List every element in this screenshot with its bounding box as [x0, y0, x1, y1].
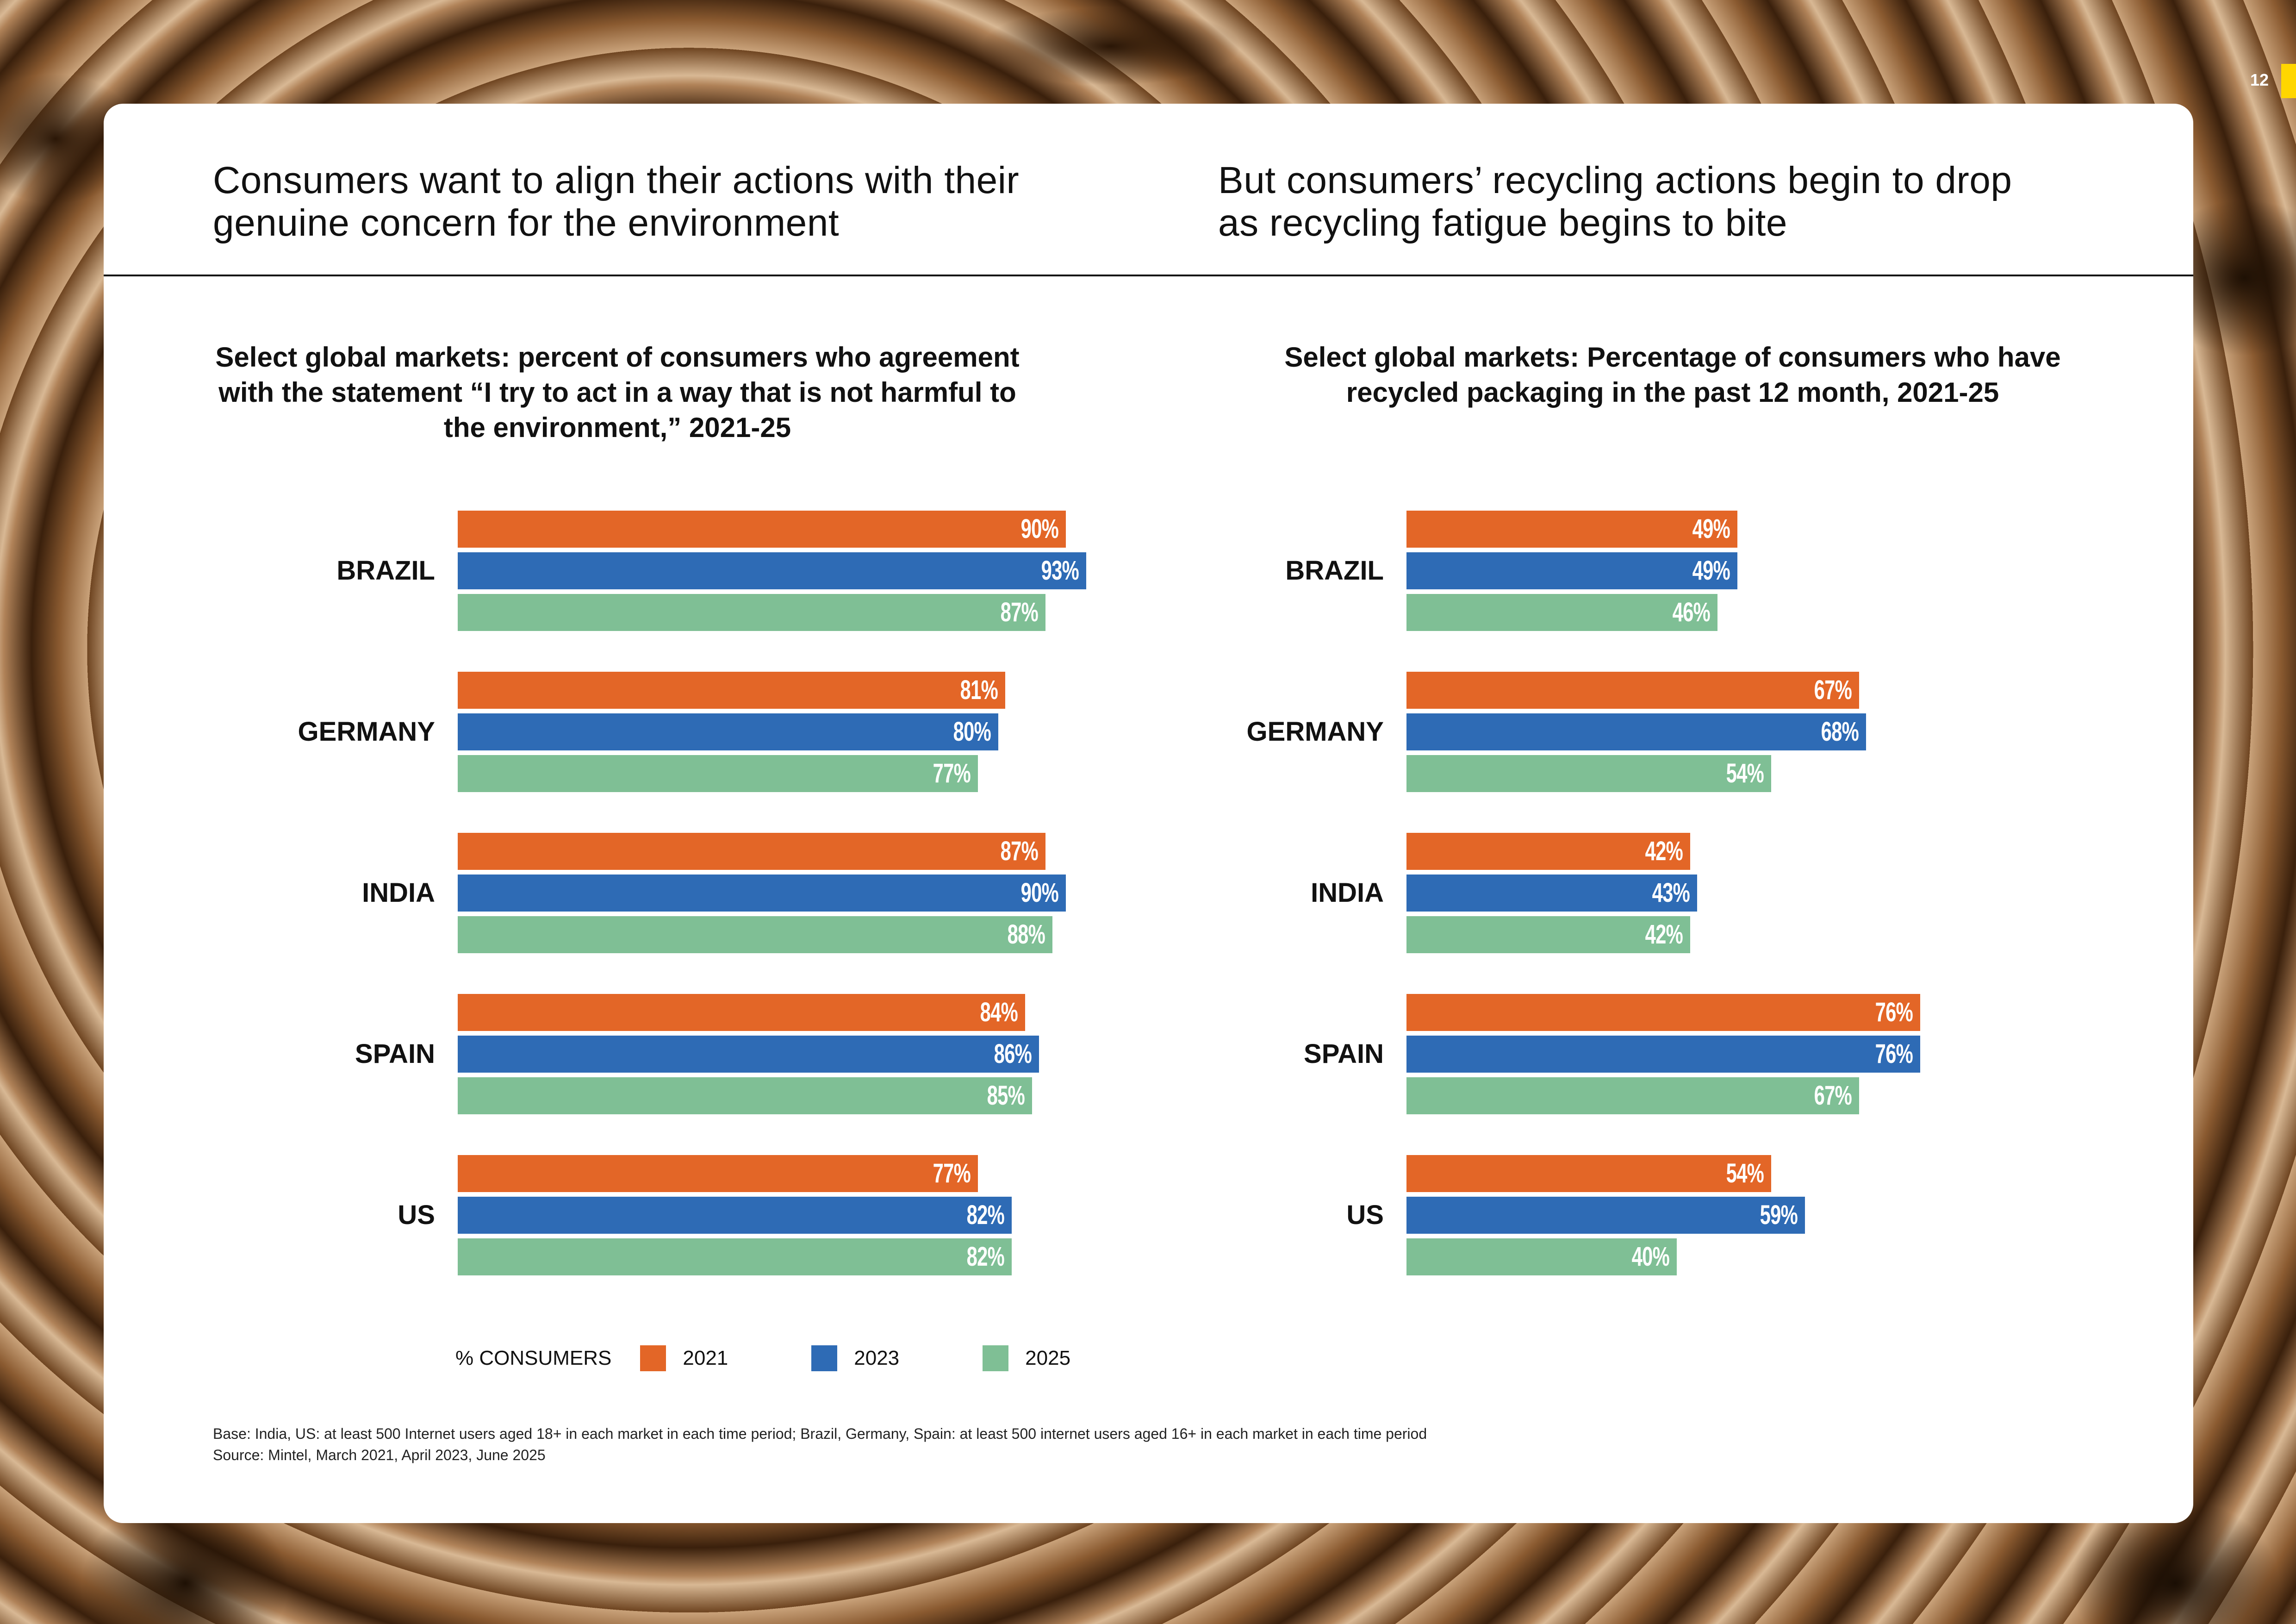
- left-bar-value-label: 88%: [1007, 919, 1045, 949]
- footnote-base: Base: India, US: at least 500 Internet u…: [213, 1425, 1427, 1442]
- right-bar-value-label: 76%: [1875, 1039, 1913, 1069]
- left-bar-india-2025: 88%: [458, 916, 1052, 953]
- left-bar-us-2025: 82%: [458, 1238, 1012, 1275]
- right-bar-us-2025: 40%: [1406, 1238, 1677, 1275]
- right-bar-us-2023: 59%: [1406, 1197, 1805, 1234]
- left-bar-spain-2025: 85%: [458, 1077, 1032, 1114]
- left-chart-title-line: the environment,” 2021-25: [443, 412, 791, 443]
- right-bar-value-label: 76%: [1875, 997, 1913, 1027]
- left-bar-value-label: 87%: [1000, 836, 1039, 866]
- left-bar-us-2021: 77%: [458, 1155, 978, 1192]
- left-headline: Consumers want to align their actions wi…: [213, 159, 1092, 244]
- right-bar-value-label: 43%: [1652, 878, 1690, 908]
- left-category-label: BRAZIL: [336, 556, 435, 586]
- legend: % CONSUMERS 2021 2023 2025: [455, 1344, 1154, 1372]
- content-card: Consumers want to align their actions wi…: [104, 104, 2193, 1523]
- right-category-label: BRAZIL: [1285, 556, 1384, 586]
- left-category-label: INDIA: [362, 878, 435, 908]
- left-bar-value-label: 80%: [953, 717, 991, 747]
- right-bar-india-2023: 43%: [1406, 874, 1697, 912]
- left-bar-spain-2023: 86%: [458, 1036, 1039, 1073]
- left-bar-value-label: 77%: [933, 758, 971, 788]
- left-bar-india-2021: 87%: [458, 833, 1046, 870]
- page-number: 12: [2250, 70, 2269, 89]
- right-chart-title-line: Select global markets: Percentage of con…: [1284, 342, 2061, 373]
- right-headline: But consumers’ recycling actions begin t…: [1218, 159, 2097, 244]
- right-chart-title-line: recycled packaging in the past 12 month,…: [1346, 377, 1999, 408]
- left-bar-value-label: 85%: [987, 1081, 1025, 1111]
- left-bar-value-label: 93%: [1041, 556, 1079, 586]
- left-category-label: US: [398, 1200, 435, 1230]
- left-chart-title: Select global markets: percent of consum…: [205, 340, 1029, 445]
- right-bar-germany-2023: 68%: [1406, 713, 1866, 750]
- right-category-label: INDIA: [1311, 878, 1384, 908]
- left-chart-title-line: Select global markets: percent of consum…: [215, 342, 1020, 373]
- left-category-label: GERMANY: [298, 717, 435, 747]
- left-bar-value-label: 90%: [1020, 514, 1059, 544]
- left-bar-value-label: 86%: [994, 1039, 1032, 1069]
- right-bar-india-2021: 42%: [1406, 833, 1691, 870]
- right-bar-value-label: 42%: [1645, 836, 1683, 866]
- left-headline-line: genuine concern for the environment: [213, 202, 840, 244]
- left-bar-germany-2023: 80%: [458, 713, 998, 750]
- right-bar-brazil-2025: 46%: [1406, 594, 1717, 631]
- left-bar-value-label: 82%: [966, 1242, 1005, 1272]
- right-bar-spain-2023: 76%: [1406, 1036, 1920, 1073]
- right-bar-value-label: 40%: [1631, 1242, 1670, 1272]
- right-bar-value-label: 59%: [1760, 1200, 1798, 1230]
- left-bar-value-label: 82%: [966, 1200, 1005, 1230]
- left-bar-value-label: 81%: [960, 675, 998, 705]
- left-bar-value-label: 90%: [1020, 878, 1059, 908]
- left-bar-germany-2021: 81%: [458, 672, 1005, 709]
- right-bar-value-label: 46%: [1672, 597, 1710, 627]
- left-bar-us-2023: 82%: [458, 1197, 1012, 1234]
- right-bar-spain-2021: 76%: [1406, 994, 1920, 1031]
- left-bar-germany-2025: 77%: [458, 755, 978, 792]
- footnote: Base: India, US: at least 500 Internet u…: [213, 1423, 1427, 1466]
- left-bar-value-label: 84%: [980, 997, 1018, 1027]
- right-bar-germany-2021: 67%: [1406, 672, 1860, 709]
- left-bar-value-label: 87%: [1000, 597, 1039, 627]
- right-bar-us-2021: 54%: [1406, 1155, 1772, 1192]
- right-bar-spain-2025: 67%: [1406, 1077, 1860, 1114]
- right-bar-india-2025: 42%: [1406, 916, 1691, 953]
- right-headline-line: But consumers’ recycling actions begin t…: [1218, 159, 2012, 201]
- right-bar-value-label: 67%: [1814, 1081, 1852, 1111]
- left-headline-line: Consumers want to align their actions wi…: [213, 159, 1020, 201]
- left-bar-india-2023: 90%: [458, 874, 1066, 912]
- right-bar-brazil-2021: 49%: [1406, 511, 1738, 548]
- header-divider: [104, 275, 2193, 276]
- legend-title: % CONSUMERS: [455, 1347, 612, 1369]
- legend-label-2025: 2025: [1025, 1347, 1071, 1369]
- left-bar-value-label: 77%: [933, 1158, 971, 1188]
- left-bar-spain-2021: 84%: [458, 994, 1026, 1031]
- legend-swatch-2021: [640, 1345, 666, 1371]
- right-bar-germany-2025: 54%: [1406, 755, 1772, 792]
- legend-label-2021: 2021: [683, 1347, 728, 1369]
- legend-label-2023: 2023: [854, 1347, 900, 1369]
- right-chart-title: Select global markets: Percentage of con…: [1242, 340, 2103, 410]
- right-bar-value-label: 68%: [1821, 717, 1859, 747]
- left-category-label: SPAIN: [355, 1039, 435, 1069]
- right-category-label: GERMANY: [1246, 717, 1384, 747]
- page-accent-tab: [2281, 64, 2296, 98]
- legend-swatch-2023: [811, 1345, 838, 1371]
- right-category-label: US: [1346, 1200, 1384, 1230]
- right-bar-value-label: 54%: [1726, 758, 1764, 788]
- right-headline-line: as recycling fatigue begins to bite: [1218, 202, 1788, 244]
- left-bar-brazil-2023: 93%: [458, 552, 1086, 589]
- left-bar-brazil-2025: 87%: [458, 594, 1046, 631]
- right-bar-value-label: 54%: [1726, 1158, 1764, 1188]
- right-bar-value-label: 49%: [1692, 514, 1730, 544]
- right-bar-value-label: 42%: [1645, 919, 1683, 949]
- right-bar-value-label: 67%: [1814, 675, 1852, 705]
- left-chart-title-line: with the statement “I try to act in a wa…: [218, 377, 1016, 408]
- left-bar-brazil-2021: 90%: [458, 511, 1066, 548]
- right-category-label: SPAIN: [1304, 1039, 1384, 1069]
- footnote-source: Source: Mintel, March 2021, April 2023, …: [213, 1447, 546, 1463]
- right-bar-brazil-2023: 49%: [1406, 552, 1738, 589]
- legend-swatch-2025: [983, 1345, 1009, 1371]
- right-bar-value-label: 49%: [1692, 556, 1730, 586]
